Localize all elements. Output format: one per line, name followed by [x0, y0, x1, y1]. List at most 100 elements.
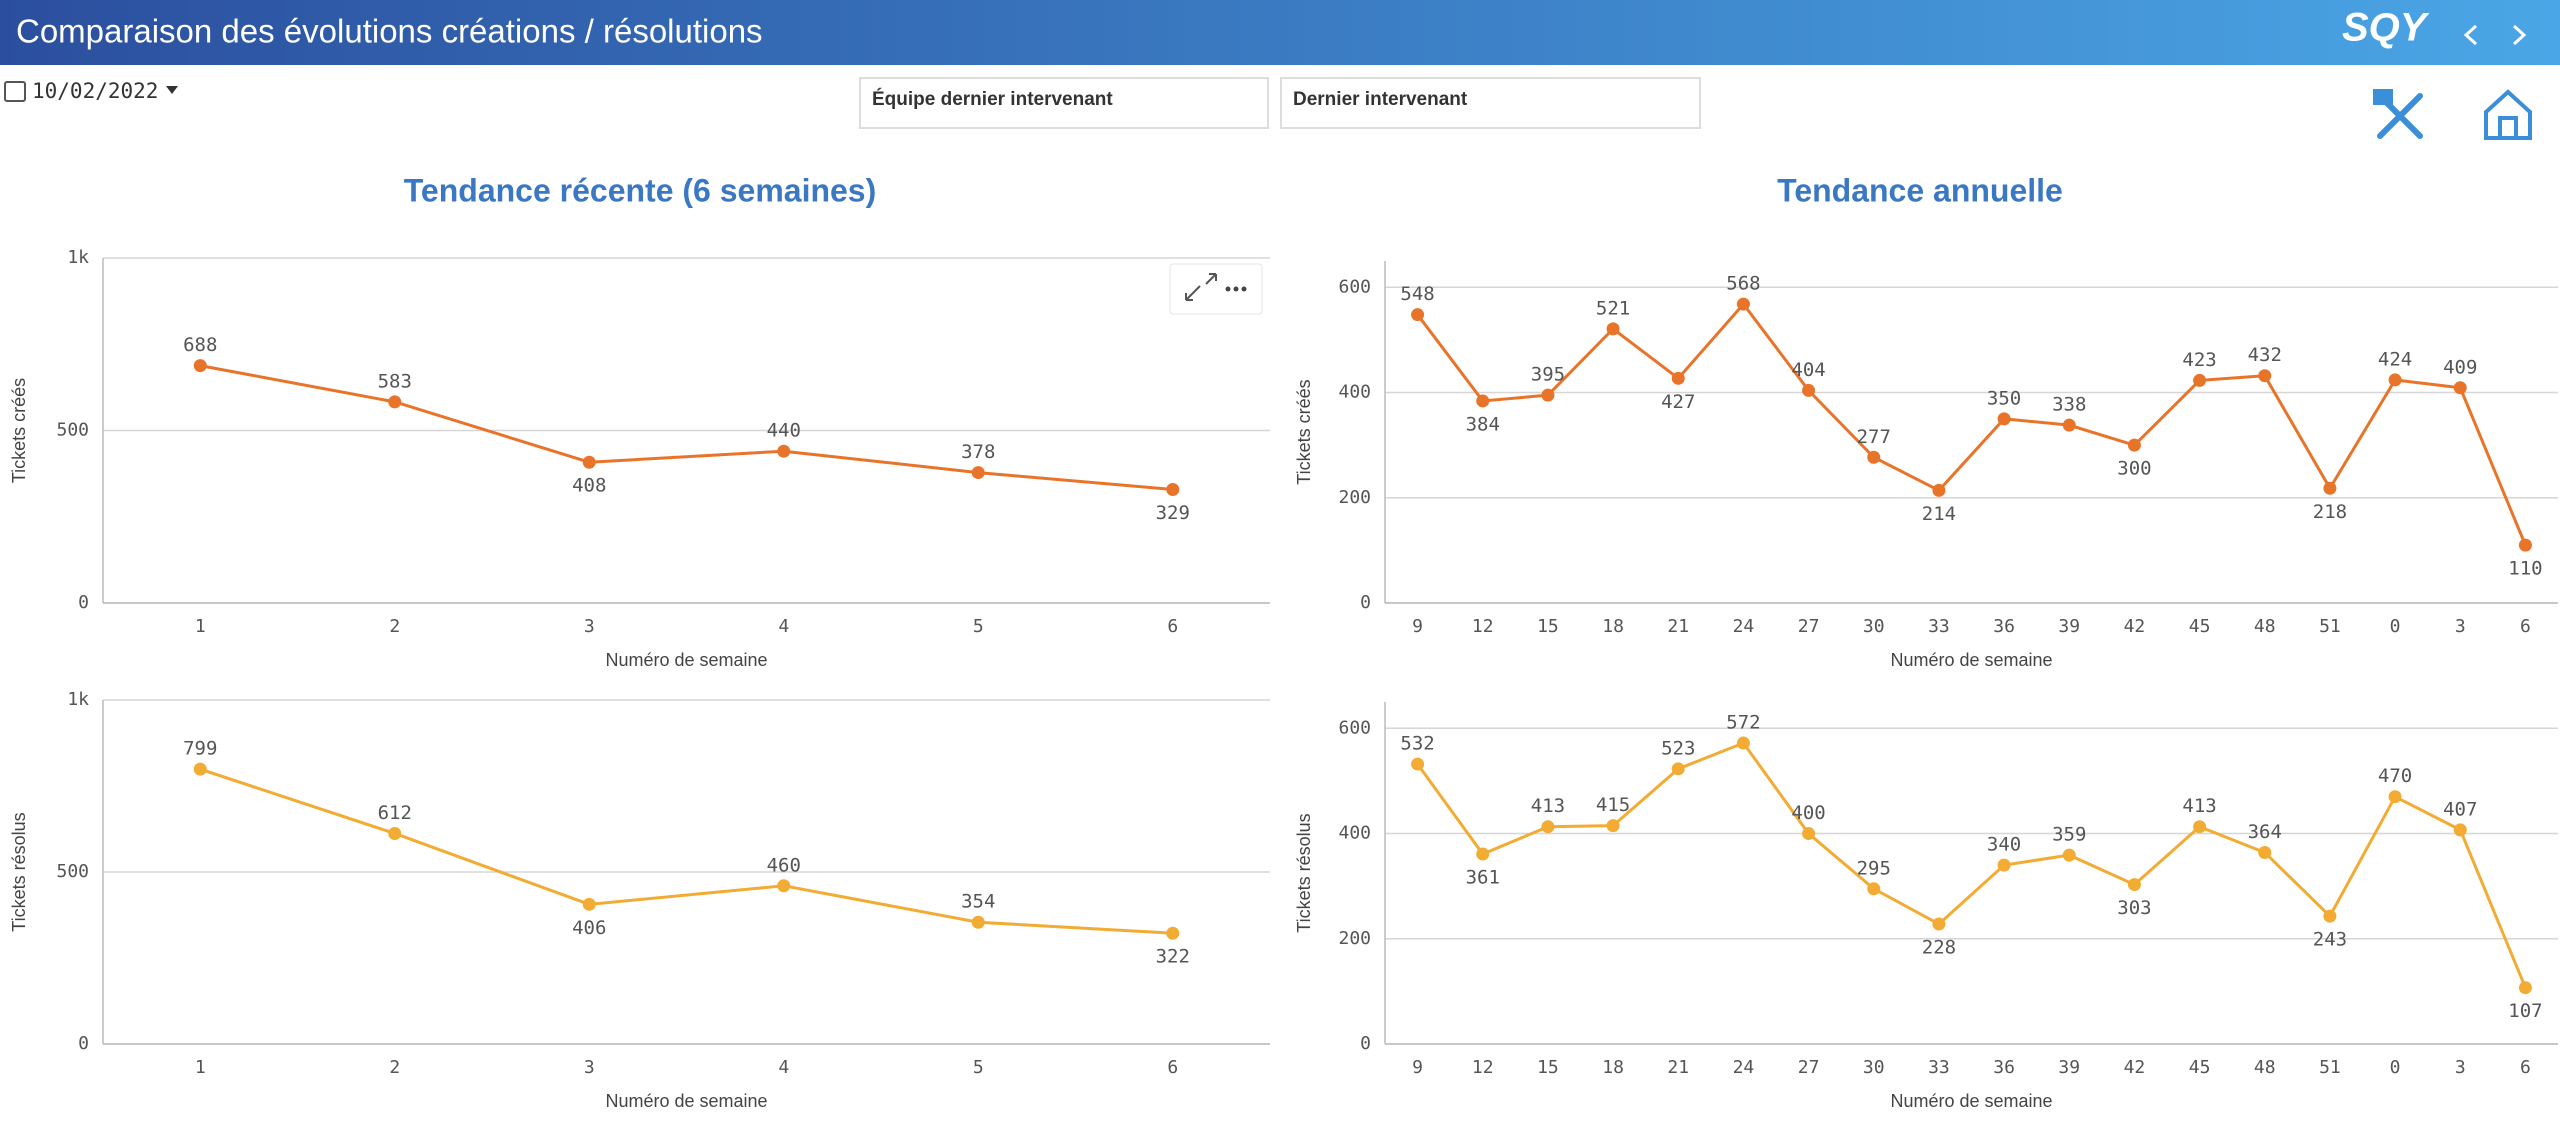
tools-icon[interactable] — [2373, 89, 2423, 139]
data-line — [199, 364, 1173, 491]
home-icon[interactable] — [2484, 89, 2532, 140]
data-label: 612 — [378, 802, 412, 824]
data-point — [388, 826, 402, 840]
x-tick-label: 3 — [584, 616, 595, 637]
data-label: 523 — [1661, 737, 1695, 759]
x-tick-label: 51 — [2319, 616, 2341, 637]
data-point — [1802, 827, 1816, 841]
prev-arrow[interactable] — [2463, 24, 2478, 46]
x-tick-label: 1 — [195, 1057, 206, 1078]
data-point — [1166, 926, 1180, 940]
x-tick-label: 36 — [1993, 616, 2015, 637]
data-point — [388, 395, 402, 409]
section-title: Tendance récente (6 semaines) — [404, 172, 877, 208]
x-tick-label: 12 — [1472, 616, 1494, 637]
data-point — [582, 897, 596, 911]
y-tick-label: 500 — [56, 420, 89, 441]
data-label: 408 — [572, 475, 606, 497]
data-point — [2258, 369, 2272, 383]
dropdown-arrow — [166, 86, 178, 94]
chart-toolbar[interactable] — [1169, 263, 1263, 315]
data-line — [1416, 741, 2527, 989]
x-tick-label: 3 — [584, 1057, 595, 1078]
date-filter[interactable]: 10/02/2022 — [4, 79, 178, 103]
x-tick-label: 0 — [2390, 1057, 2401, 1078]
data-label: 378 — [961, 441, 995, 463]
logo[interactable]: SQY — [2342, 6, 2430, 50]
data-point — [1411, 757, 1425, 771]
data-point — [2388, 373, 2402, 387]
data-point — [1606, 322, 1620, 336]
data-label: 799 — [183, 738, 217, 760]
x-tick-label: 30 — [1863, 616, 1885, 637]
x-tick-label: 18 — [1602, 616, 1624, 637]
more-dot[interactable] — [1225, 286, 1231, 292]
more-dot[interactable] — [1233, 286, 1239, 292]
y-axis-label: Tickets résolus — [1294, 813, 1314, 932]
x-tick-label: 12 — [1472, 1057, 1494, 1078]
x-tick-label: 36 — [1993, 1057, 2015, 1078]
data-point — [2453, 381, 2467, 395]
data-label: 688 — [183, 334, 217, 356]
data-point — [971, 915, 985, 929]
data-line — [199, 767, 1173, 935]
data-point — [2258, 845, 2272, 859]
filter-label: Dernier intervenant — [1293, 89, 1468, 110]
data-label: 532 — [1400, 733, 1434, 755]
x-tick-label: 1 — [195, 616, 206, 637]
y-tick-label: 0 — [1360, 1033, 1371, 1054]
x-tick-label: 5 — [973, 1057, 984, 1078]
data-label: 338 — [2052, 394, 2086, 416]
data-label: 214 — [1922, 503, 1956, 525]
next-arrow[interactable] — [2512, 24, 2527, 46]
data-label: 568 — [1726, 273, 1760, 295]
y-axis-label: Tickets créés — [1294, 379, 1314, 484]
x-tick-label: 5 — [973, 616, 984, 637]
data-label: 415 — [1596, 794, 1630, 816]
data-point — [1736, 736, 1750, 750]
x-tick-label: 2 — [389, 616, 400, 637]
y-tick-label: 1k — [67, 689, 89, 710]
filter-box — [1280, 77, 1701, 129]
data-point — [1736, 297, 1750, 311]
data-point — [2193, 373, 2207, 387]
x-tick-label: 45 — [2189, 1057, 2211, 1078]
x-tick-label: 42 — [2124, 1057, 2146, 1078]
more-dot[interactable] — [1241, 286, 1247, 292]
data-label: 228 — [1922, 937, 1956, 959]
expand-icon[interactable] — [1185, 273, 1217, 301]
x-axis-label: Numéro de semaine — [1890, 1091, 2052, 1111]
toolbar-box — [1169, 263, 1263, 315]
filter-box — [859, 77, 1269, 129]
data-point — [2388, 790, 2402, 804]
x-tick-label: 51 — [2319, 1057, 2341, 1078]
data-point — [1476, 847, 1490, 861]
filter[interactable]: Équipe dernier intervenant — [859, 77, 1269, 129]
data-label: 583 — [378, 370, 412, 392]
data-point — [1802, 383, 1816, 397]
data-label: 340 — [1987, 834, 2021, 856]
data-point — [193, 762, 207, 776]
y-tick-label: 500 — [56, 861, 89, 882]
data-label: 440 — [767, 420, 801, 442]
data-point — [2062, 418, 2076, 432]
data-label: 424 — [2378, 348, 2412, 370]
x-tick-label: 6 — [1167, 616, 1178, 637]
y-axis-label: Tickets créés — [9, 378, 29, 483]
data-label: 404 — [1791, 359, 1825, 381]
data-label: 329 — [1156, 502, 1190, 524]
x-axis-label: Numéro de semaine — [605, 1091, 767, 1111]
x-tick-label: 33 — [1928, 1057, 1950, 1078]
data-point — [1541, 388, 1555, 402]
data-label: 407 — [2443, 798, 2477, 820]
data-point — [193, 359, 207, 373]
x-tick-label: 6 — [1167, 1057, 1178, 1078]
data-point — [2518, 538, 2532, 552]
filter[interactable]: Dernier intervenant — [1280, 77, 1701, 129]
calendar-icon — [4, 81, 26, 102]
data-label: 521 — [1596, 297, 1630, 319]
data-label: 406 — [572, 917, 606, 939]
data-label: 295 — [1857, 857, 1891, 879]
data-label: 423 — [2182, 349, 2216, 371]
